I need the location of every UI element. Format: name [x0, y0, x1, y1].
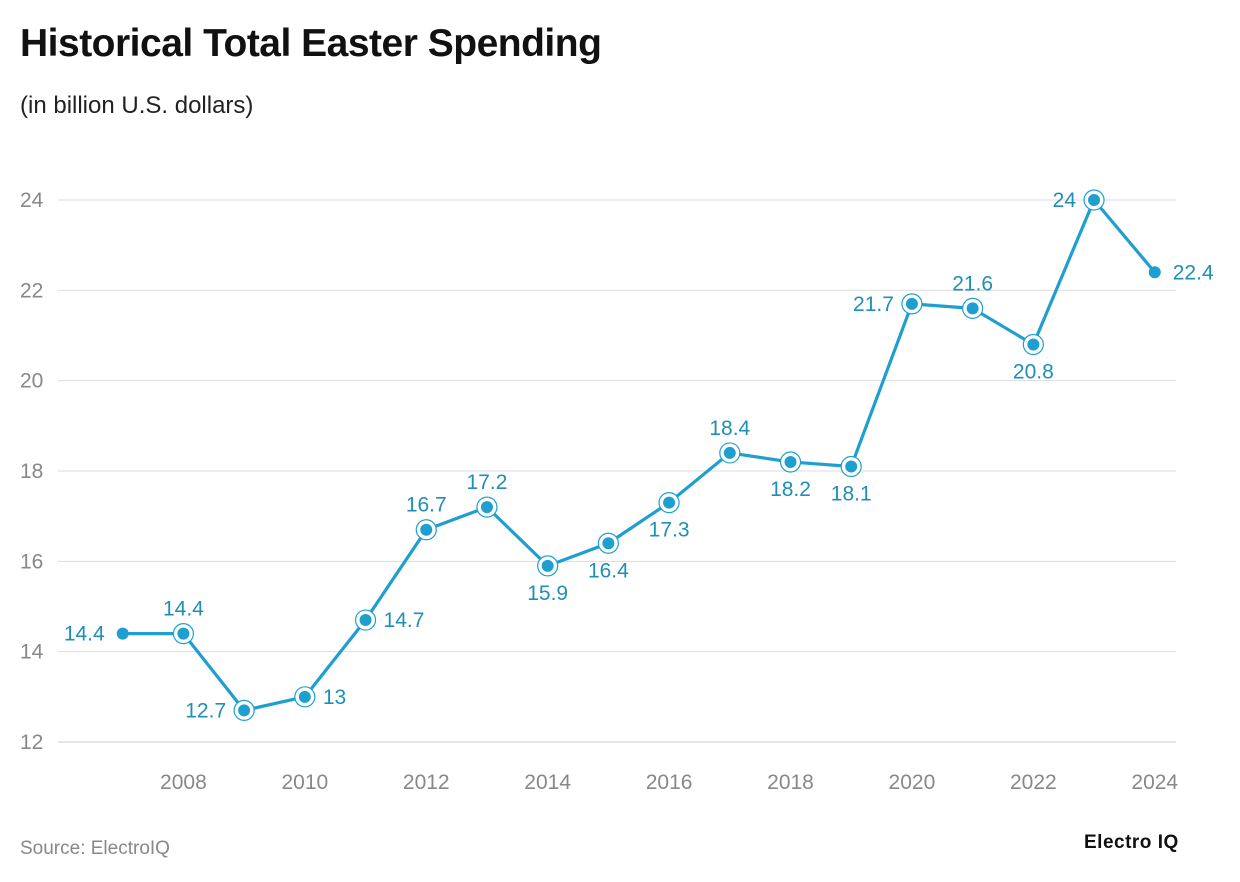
data-point	[359, 614, 372, 627]
data-point	[420, 523, 433, 536]
data-label: 20.8	[1013, 361, 1054, 384]
y-tick-label: 16	[20, 550, 43, 573]
data-point	[845, 460, 858, 473]
data-point	[177, 627, 190, 640]
brand-logo: Electro IQ	[1084, 832, 1179, 853]
data-label: 24	[1053, 189, 1077, 212]
chart-title: Historical Total Easter Spending	[20, 22, 602, 65]
y-tick-label: 22	[20, 279, 43, 302]
data-point	[723, 446, 736, 459]
data-label: 14.4	[64, 623, 105, 646]
data-label: 21.6	[952, 272, 993, 295]
data-point	[966, 302, 979, 315]
data-label: 18.1	[831, 482, 872, 505]
data-points	[116, 189, 1161, 721]
source-note: Source: ElectroIQ	[20, 838, 170, 859]
x-tick-label: 2010	[281, 771, 328, 794]
data-point	[784, 455, 797, 468]
data-label: 12.7	[185, 699, 226, 722]
grid-lines	[58, 199, 1176, 743]
data-point	[541, 559, 554, 572]
data-point	[298, 690, 311, 703]
x-tick-label: 2022	[1010, 771, 1057, 794]
data-point	[905, 297, 918, 310]
data-label: 22.4	[1173, 261, 1214, 284]
data-point	[1148, 266, 1161, 279]
data-point	[480, 501, 493, 514]
y-tick-label: 24	[20, 189, 44, 212]
y-tick-label: 18	[20, 460, 43, 483]
data-label: 13	[323, 686, 346, 709]
data-point	[116, 627, 129, 640]
chart-subtitle: (in billion U.S. dollars)	[20, 92, 254, 119]
data-label: 14.4	[163, 598, 204, 621]
data-label: 17.3	[649, 519, 690, 542]
data-labels: 14.4 14.4 12.7 13 14.7 16.7 17.2 15.9 16.4 17.3 18…	[64, 189, 1214, 722]
data-label: 18.2	[770, 478, 811, 501]
y-tick-label: 14	[20, 641, 44, 664]
data-label: 21.7	[853, 293, 894, 316]
series-line-group	[121, 198, 1157, 712]
data-label: 16.7	[406, 494, 447, 517]
x-tick-label: 2014	[524, 771, 571, 794]
x-tick-label: 2018	[767, 771, 814, 794]
x-tick-label: 2012	[403, 771, 450, 794]
data-point	[602, 537, 615, 550]
x-tick-label: 2020	[889, 771, 936, 794]
data-label: 17.2	[467, 471, 508, 494]
x-tick-label: 2016	[646, 771, 693, 794]
y-axis: 12 14 16 18 20 22 24	[20, 189, 44, 754]
x-axis: 2008 2010 2012 2014 2016 2018 2020 2022 2024	[160, 771, 1178, 794]
data-point	[238, 704, 251, 717]
data-label: 16.4	[588, 559, 629, 582]
y-tick-label: 20	[20, 370, 43, 393]
data-label: 14.7	[384, 609, 425, 632]
data-label: 18.4	[709, 417, 750, 440]
data-point	[1088, 194, 1101, 206]
x-tick-label: 2024	[1131, 771, 1178, 794]
data-label: 15.9	[527, 582, 568, 605]
series-line	[121, 198, 1157, 712]
x-tick-label: 2008	[160, 771, 207, 794]
data-point	[663, 496, 676, 509]
y-tick-label: 12	[20, 731, 43, 754]
data-point	[1027, 338, 1040, 351]
